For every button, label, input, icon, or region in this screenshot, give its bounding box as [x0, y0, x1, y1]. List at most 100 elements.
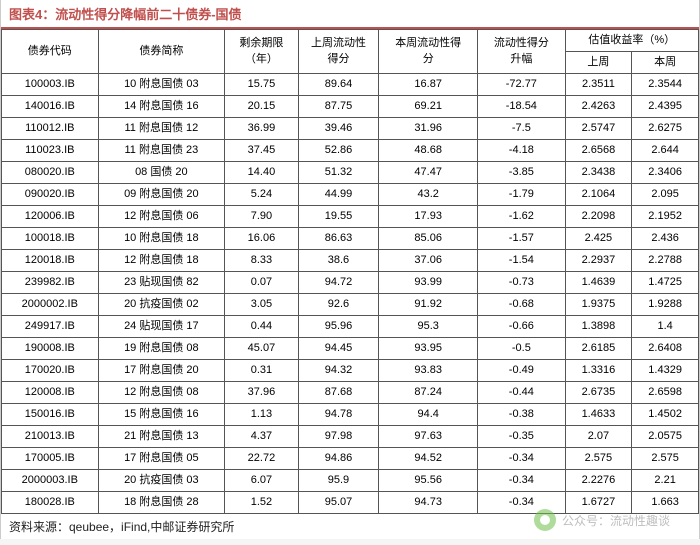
table-cell: 95.96	[298, 316, 379, 338]
col-yield-group: 估值收益率（%）	[565, 30, 698, 52]
table-cell: -0.68	[478, 294, 565, 316]
table-cell: 19 附息国债 08	[98, 338, 225, 360]
table-cell: 47.47	[379, 162, 478, 184]
table-cell: 93.83	[379, 360, 478, 382]
table-row: 110023.IB11 附息国债 2337.4552.8648.68-4.182…	[2, 140, 699, 162]
table-cell: 37.06	[379, 250, 478, 272]
table-cell: 180028.IB	[2, 492, 99, 514]
table-row: 110012.IB11 附息国债 1236.9939.4631.96-7.52.…	[2, 118, 699, 140]
table-cell: 5.24	[225, 184, 299, 206]
table-row: 140016.IB14 附息国债 1620.1587.7569.21-18.54…	[2, 96, 699, 118]
table-cell: 120006.IB	[2, 206, 99, 228]
table-cell: 20.15	[225, 96, 299, 118]
table-cell: -1.54	[478, 250, 565, 272]
table-cell: 08 国债 20	[98, 162, 225, 184]
table-cell: 2.436	[632, 228, 699, 250]
table-cell: 2.575	[565, 448, 632, 470]
table-cell: -0.5	[478, 338, 565, 360]
table-cell: 20 抗疫国债 02	[98, 294, 225, 316]
table-cell: 2.3511	[565, 74, 632, 96]
table-cell: -0.38	[478, 404, 565, 426]
table-cell: -72.77	[478, 74, 565, 96]
table-cell: 100018.IB	[2, 228, 99, 250]
table-cell: 2.4395	[632, 96, 699, 118]
table-cell: 38.6	[298, 250, 379, 272]
table-cell: 2.575	[632, 448, 699, 470]
table-cell: 2000002.IB	[2, 294, 99, 316]
table-cell: 1.13	[225, 404, 299, 426]
table-cell: 97.98	[298, 426, 379, 448]
table-cell: 95.56	[379, 470, 478, 492]
table-cell: 92.6	[298, 294, 379, 316]
table-cell: 2.07	[565, 426, 632, 448]
table-cell: 36.99	[225, 118, 299, 140]
wechat-icon	[534, 509, 556, 531]
table-cell: 090020.IB	[2, 184, 99, 206]
table-row: 210013.IB21 附息国债 134.3797.9897.63-0.352.…	[2, 426, 699, 448]
table-cell: -0.73	[478, 272, 565, 294]
table-cell: 2.3438	[565, 162, 632, 184]
table-cell: 2.095	[632, 184, 699, 206]
figure-title: 图表4：流动性得分降幅前二十债券-国债	[1, 0, 699, 29]
table-row: 239982.IB23 贴现国债 820.0794.7293.99-0.731.…	[2, 272, 699, 294]
table-cell: 39.46	[298, 118, 379, 140]
table-cell: 12 附息国债 08	[98, 382, 225, 404]
col-yield-prev: 上周	[565, 52, 632, 74]
table-cell: 2.6408	[632, 338, 699, 360]
table-cell: 10 附息国债 03	[98, 74, 225, 96]
table-cell: 94.72	[298, 272, 379, 294]
table-cell: 95.9	[298, 470, 379, 492]
table-cell: 87.75	[298, 96, 379, 118]
table-cell: 170020.IB	[2, 360, 99, 382]
table-cell: 93.95	[379, 338, 478, 360]
table-cell: 120008.IB	[2, 382, 99, 404]
table-cell: -1.79	[478, 184, 565, 206]
table-row: 080020.IB08 国债 2014.4051.3247.47-3.852.3…	[2, 162, 699, 184]
col-chg: 流动性得分升幅	[478, 30, 565, 74]
table-cell: 2.0575	[632, 426, 699, 448]
col-yield-curr: 本周	[632, 52, 699, 74]
table-cell: -0.34	[478, 470, 565, 492]
table-cell: 2.1952	[632, 206, 699, 228]
table-cell: 94.45	[298, 338, 379, 360]
table-cell: -1.57	[478, 228, 565, 250]
table-cell: 1.4633	[565, 404, 632, 426]
table-row: 100018.IB10 附息国债 1816.0686.6385.06-1.572…	[2, 228, 699, 250]
table-cell: 17 附息国债 20	[98, 360, 225, 382]
table-cell: 48.68	[379, 140, 478, 162]
table-cell: -1.62	[478, 206, 565, 228]
col-code: 债券代码	[2, 30, 99, 74]
table-cell: 2.6598	[632, 382, 699, 404]
table-cell: 37.96	[225, 382, 299, 404]
table-cell: 2.1064	[565, 184, 632, 206]
table-cell: 2.3406	[632, 162, 699, 184]
table-cell: 1.4329	[632, 360, 699, 382]
table-cell: 1.52	[225, 492, 299, 514]
table-row: 190008.IB19 附息国债 0845.0794.4593.95-0.52.…	[2, 338, 699, 360]
table-cell: 3.05	[225, 294, 299, 316]
col-term: 剩余期限（年）	[225, 30, 299, 74]
table-row: 150016.IB15 附息国债 161.1394.7894.4-0.381.4…	[2, 404, 699, 426]
table-row: 2000003.IB20 抗疫国债 036.0795.995.56-0.342.…	[2, 470, 699, 492]
table-cell: 140016.IB	[2, 96, 99, 118]
table-cell: -0.35	[478, 426, 565, 448]
table-cell: 45.07	[225, 338, 299, 360]
table-cell: 249917.IB	[2, 316, 99, 338]
table-cell: 120018.IB	[2, 250, 99, 272]
table-cell: 100003.IB	[2, 74, 99, 96]
table-cell: 94.4	[379, 404, 478, 426]
table-cell: 09 附息国债 20	[98, 184, 225, 206]
table-cell: 2.6275	[632, 118, 699, 140]
table-cell: -0.34	[478, 448, 565, 470]
table-cell: -7.5	[478, 118, 565, 140]
watermark: 公众号：流动性趣谈	[534, 509, 670, 531]
table-row: 120018.IB12 附息国债 188.3338.637.06-1.542.2…	[2, 250, 699, 272]
table-cell: 69.21	[379, 96, 478, 118]
table-cell: -18.54	[478, 96, 565, 118]
table-cell: 1.9288	[632, 294, 699, 316]
table-cell: 0.44	[225, 316, 299, 338]
table-row: 249917.IB24 贴现国债 170.4495.9695.3-0.661.3…	[2, 316, 699, 338]
table-cell: 1.4	[632, 316, 699, 338]
table-cell: 110012.IB	[2, 118, 99, 140]
table-cell: 110023.IB	[2, 140, 99, 162]
